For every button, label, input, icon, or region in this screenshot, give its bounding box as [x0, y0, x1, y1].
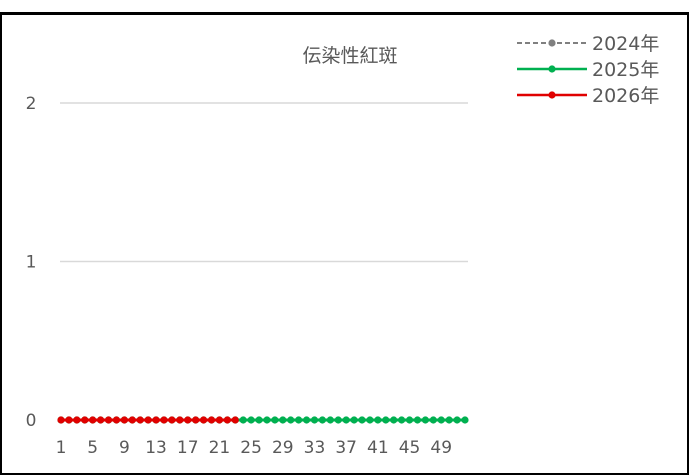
data-point [437, 416, 445, 424]
data-point [57, 416, 65, 424]
x-tick-label: 9 [119, 438, 130, 458]
data-point [445, 416, 453, 424]
data-point [255, 416, 263, 424]
data-point [184, 416, 192, 424]
data-point [168, 416, 176, 424]
x-tick-label: 41 [367, 438, 389, 458]
y-tick-label: 0 [26, 411, 37, 431]
data-point [421, 416, 429, 424]
series-lines [57, 416, 469, 424]
legend: 2024年 2025年 2026年 [517, 33, 659, 107]
x-tick-label: 17 [177, 438, 199, 458]
data-point [144, 416, 152, 424]
data-point [65, 416, 73, 424]
x-tick-label: 13 [145, 438, 167, 458]
gridlines [60, 102, 468, 263]
legend-item: 2024年 [517, 33, 659, 55]
x-tick-label: 1 [56, 438, 67, 458]
data-point [358, 416, 366, 424]
data-point [334, 416, 342, 424]
legend-swatch-marker [548, 91, 556, 99]
data-point [104, 416, 113, 424]
x-tick-label: 21 [209, 438, 231, 458]
y-tick-label: 1 [26, 253, 37, 273]
legend-item: 2025年 [517, 59, 659, 81]
data-point [73, 416, 81, 424]
data-point [390, 416, 398, 424]
chart-frame [0, 12, 689, 475]
y-tick-labels: 0 1 2 [26, 94, 37, 431]
legend-item: 2026年 [517, 85, 659, 107]
data-point [192, 416, 200, 424]
data-point [176, 416, 184, 424]
data-point [160, 416, 168, 424]
data-point [318, 416, 327, 424]
x-tick-label: 5 [87, 438, 98, 458]
data-point [405, 416, 414, 424]
data-point [342, 416, 350, 424]
data-point [271, 416, 279, 424]
x-tick-labels: 1 5 9 13 17 21 25 29 33 37 41 45 49 [56, 438, 452, 458]
data-point [247, 416, 255, 424]
data-point [453, 416, 461, 424]
data-point [199, 416, 208, 424]
data-point [231, 416, 239, 424]
data-point [239, 416, 247, 424]
legend-label: 2024年 [592, 33, 659, 55]
data-point [413, 416, 422, 424]
data-point [287, 416, 295, 424]
y-tick-label: 2 [26, 94, 37, 114]
data-point [302, 416, 311, 424]
data-point [382, 416, 390, 424]
legend-swatch-marker [548, 65, 556, 73]
legend-swatch-marker [548, 39, 556, 47]
data-point [461, 416, 469, 424]
x-tick-label: 45 [399, 438, 421, 458]
data-point [89, 416, 97, 424]
data-point [263, 416, 271, 424]
data-point [215, 416, 224, 424]
data-point [207, 416, 216, 424]
x-tick-label: 25 [240, 438, 262, 458]
legend-label: 2025年 [592, 59, 659, 81]
data-point [128, 416, 136, 424]
data-point [81, 416, 89, 424]
data-point [374, 416, 382, 424]
x-tick-label: 33 [304, 438, 326, 458]
data-point [366, 416, 374, 424]
x-tick-label: 49 [430, 438, 452, 458]
x-tick-label: 37 [335, 438, 357, 458]
data-point [350, 416, 358, 424]
data-point [112, 416, 121, 424]
data-point [136, 416, 144, 424]
legend-label: 2026年 [592, 85, 659, 107]
data-point [295, 416, 303, 424]
data-point [223, 416, 231, 424]
data-point [398, 416, 406, 424]
data-point [120, 416, 128, 424]
data-point [310, 416, 319, 424]
data-point [97, 416, 105, 424]
chart-title: 伝染性紅斑 [302, 45, 397, 67]
data-point [279, 416, 287, 424]
series-2026年 [57, 416, 239, 424]
data-point [152, 416, 160, 424]
data-point [326, 416, 334, 424]
x-tick-label: 29 [272, 438, 294, 458]
data-point [429, 416, 437, 424]
